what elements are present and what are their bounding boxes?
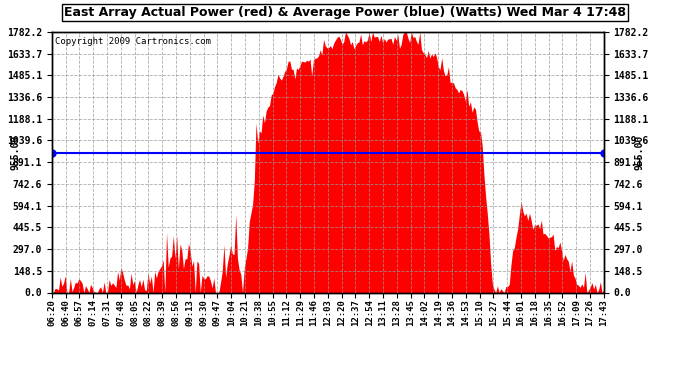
Text: 955.00: 955.00 <box>11 135 21 171</box>
Text: Copyright 2009 Cartronics.com: Copyright 2009 Cartronics.com <box>55 37 210 46</box>
Text: 955.00: 955.00 <box>635 135 644 171</box>
Text: East Array Actual Power (red) & Average Power (blue) (Watts) Wed Mar 4 17:48: East Array Actual Power (red) & Average … <box>64 6 626 19</box>
